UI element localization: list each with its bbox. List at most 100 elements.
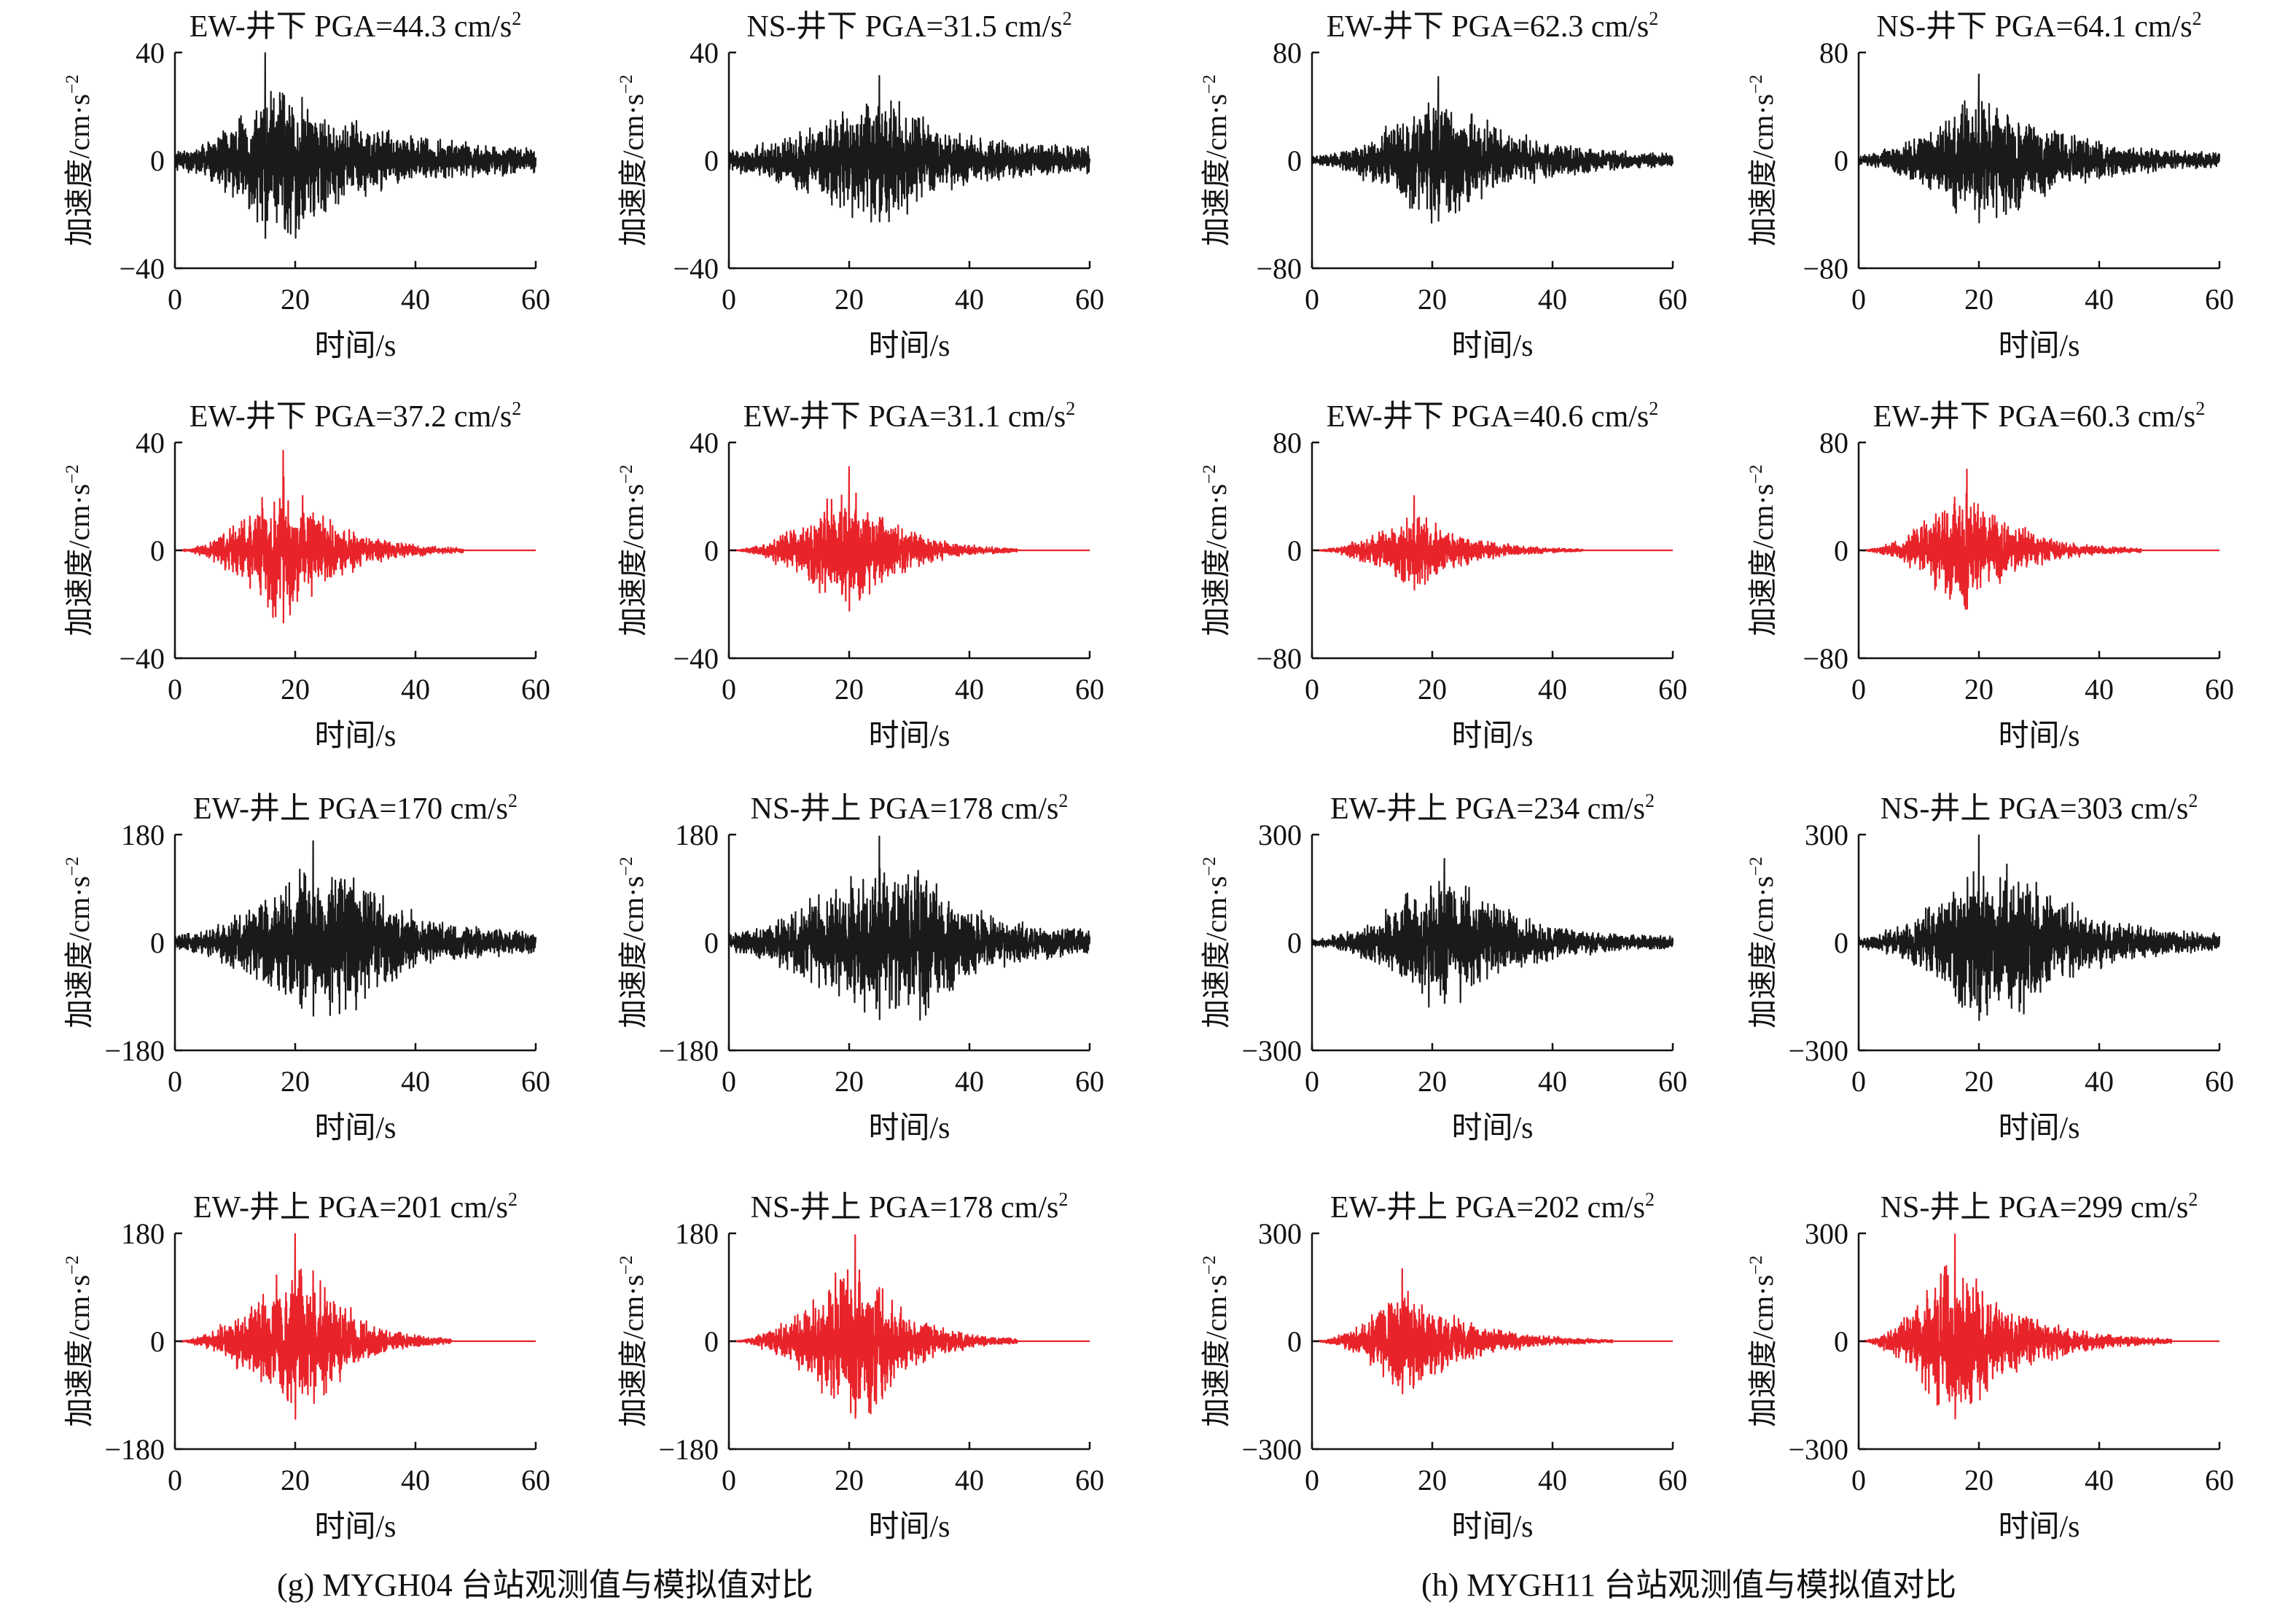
y-tick-label: 0 (150, 144, 165, 177)
x-tick-label: 40 (2085, 1464, 2114, 1496)
x-tick-label: 0 (1851, 283, 1866, 316)
y-axis-label: 加速度/cm·s−2 (617, 1255, 649, 1426)
x-tick-label: 40 (955, 1464, 984, 1496)
y-tick-label: −180 (104, 1433, 165, 1466)
y-axis-label: 加速度/cm·s−2 (1200, 856, 1233, 1028)
y-tick-label: 0 (1287, 144, 1302, 177)
y-tick-label: 40 (136, 36, 165, 69)
chart-panel-mygh11-r2c3: EW-井下 PGA=40.6 cm/s2加速度/cm·s−2时间/s−80080… (1200, 398, 1687, 753)
x-tick-label: 0 (1305, 1065, 1319, 1098)
x-tick-label: 60 (1658, 673, 1687, 706)
y-tick-label: 80 (1819, 36, 1848, 69)
panel-title: NS-井上 PGA=303 cm/s2 (1881, 790, 2198, 826)
y-tick-label: 80 (1273, 36, 1302, 69)
x-tick-label: 20 (1418, 1065, 1447, 1098)
series-line-acceleration (1311, 858, 1674, 1008)
caption-g: (g) MYGH04 台站观测值与模拟值对比 (277, 1567, 813, 1603)
chart-panel-mygh04-r2c2: EW-井下 PGA=31.1 cm/s2加速度/cm·s−2时间/s−40040… (617, 398, 1104, 753)
y-axis-label: 加速度/cm·s−2 (63, 464, 95, 636)
y-tick-label: 180 (121, 819, 165, 851)
x-tick-label: 40 (955, 1065, 984, 1098)
y-tick-label: 180 (675, 1217, 719, 1250)
x-tick-label: 60 (1075, 283, 1104, 316)
chart-panel-mygh11-r1c4: NS-井下 PGA=64.1 cm/s2加速度/cm·s−2时间/s−80080… (1746, 8, 2234, 363)
x-axis-label: 时间/s (1998, 719, 2080, 753)
y-tick-label: 40 (690, 36, 719, 69)
x-axis-label: 时间/s (314, 329, 396, 363)
x-tick-label: 40 (401, 283, 430, 316)
series-line-acceleration (173, 52, 537, 239)
y-tick-label: −40 (119, 642, 165, 675)
x-tick-label: 20 (835, 283, 864, 316)
y-tick-label: 300 (1805, 819, 1848, 851)
panel-title: NS-井下 PGA=31.5 cm/s2 (746, 8, 1071, 44)
y-tick-label: −300 (1788, 1433, 1848, 1466)
series-line-acceleration (174, 449, 536, 624)
x-axis-label: 时间/s (1998, 1510, 2080, 1544)
series-line-acceleration (1858, 1233, 2220, 1420)
chart-panel-mygh11-r4c4: NS-井上 PGA=299 cm/s2加速度/cm·s−2时间/s−300030… (1746, 1189, 2234, 1544)
chart-panel-mygh04-r3c1: EW-井上 PGA=170 cm/s2加速度/cm·s−2时间/s−180018… (63, 790, 550, 1145)
x-tick-label: 60 (521, 673, 550, 706)
panel-title: NS-井上 PGA=178 cm/s2 (751, 790, 1069, 826)
y-tick-label: 180 (121, 1217, 165, 1250)
x-tick-label: 0 (722, 673, 736, 706)
chart-panel-mygh11-r3c4: NS-井上 PGA=303 cm/s2加速度/cm·s−2时间/s−300030… (1746, 790, 2234, 1145)
y-axis-label: 加速度/cm·s−2 (1200, 74, 1233, 246)
chart-panel-mygh11-r2c4: EW-井下 PGA=60.3 cm/s2加速度/cm·s−2时间/s−80080… (1746, 398, 2234, 753)
panel-title: EW-井上 PGA=234 cm/s2 (1330, 790, 1655, 826)
y-tick-label: −180 (658, 1433, 719, 1466)
series-line-acceleration (1857, 834, 2221, 1021)
panel-title: NS-井下 PGA=64.1 cm/s2 (1876, 8, 2201, 44)
chart-panel-mygh04-r3c2: NS-井上 PGA=178 cm/s2加速度/cm·s−2时间/s−180018… (617, 790, 1104, 1145)
y-axis-label: 加速度/cm·s−2 (617, 856, 649, 1028)
x-axis-label: 时间/s (1998, 1112, 2080, 1145)
x-tick-label: 20 (1418, 673, 1447, 706)
x-tick-label: 60 (1075, 673, 1104, 706)
y-axis-label: 加速度/cm·s−2 (1746, 856, 1779, 1028)
y-axis-label: 加速度/cm·s−2 (1746, 464, 1779, 636)
x-tick-label: 40 (401, 1065, 430, 1098)
y-tick-label: 80 (1273, 426, 1302, 459)
y-tick-label: −180 (658, 1034, 719, 1067)
x-tick-label: 0 (1851, 673, 1866, 706)
x-axis-label: 时间/s (868, 1112, 950, 1145)
x-tick-label: 0 (168, 673, 182, 706)
series-line-acceleration (1858, 468, 2220, 610)
x-axis-label: 时间/s (868, 329, 950, 363)
x-tick-label: 20 (1964, 673, 1994, 706)
series-line-acceleration (173, 840, 537, 1017)
x-tick-label: 60 (1658, 283, 1687, 316)
x-tick-label: 20 (281, 673, 310, 706)
x-tick-label: 0 (1305, 1464, 1319, 1496)
x-axis-label: 时间/s (1451, 1112, 1533, 1145)
y-tick-label: −80 (1256, 252, 1302, 285)
x-tick-label: 40 (401, 673, 430, 706)
x-tick-label: 20 (835, 1065, 864, 1098)
y-tick-label: 40 (136, 426, 165, 459)
y-tick-label: −80 (1803, 642, 1848, 675)
x-axis-label: 时间/s (314, 1112, 396, 1145)
x-tick-label: 20 (1964, 1065, 1994, 1098)
x-tick-label: 60 (1658, 1464, 1687, 1496)
x-tick-label: 40 (1538, 673, 1567, 706)
x-tick-label: 40 (1538, 1065, 1567, 1098)
y-axis-label: 加速度/cm·s−2 (617, 464, 649, 636)
y-tick-label: −80 (1256, 642, 1302, 675)
y-tick-label: 80 (1819, 426, 1848, 459)
x-tick-label: 0 (1305, 283, 1319, 316)
x-tick-label: 0 (1305, 673, 1319, 706)
x-tick-label: 60 (2205, 1464, 2234, 1496)
y-tick-label: −40 (673, 642, 719, 675)
x-axis-label: 时间/s (1451, 719, 1533, 753)
chart-panel-mygh11-r3c3: EW-井上 PGA=234 cm/s2加速度/cm·s−2时间/s−300030… (1200, 790, 1687, 1145)
panel-title: EW-井上 PGA=201 cm/s2 (193, 1189, 518, 1225)
x-tick-label: 60 (2205, 673, 2234, 706)
chart-panel-mygh04-r4c2: NS-井上 PGA=178 cm/s2加速度/cm·s−2时间/s−180018… (617, 1189, 1104, 1544)
series-line-acceleration (174, 1233, 536, 1420)
series-line-acceleration (1311, 76, 1674, 224)
y-tick-label: 0 (1834, 926, 1848, 959)
x-tick-label: 20 (835, 673, 864, 706)
chart-panel-mygh11-r4c3: EW-井上 PGA=202 cm/s2加速度/cm·s−2时间/s−300030… (1200, 1189, 1687, 1544)
